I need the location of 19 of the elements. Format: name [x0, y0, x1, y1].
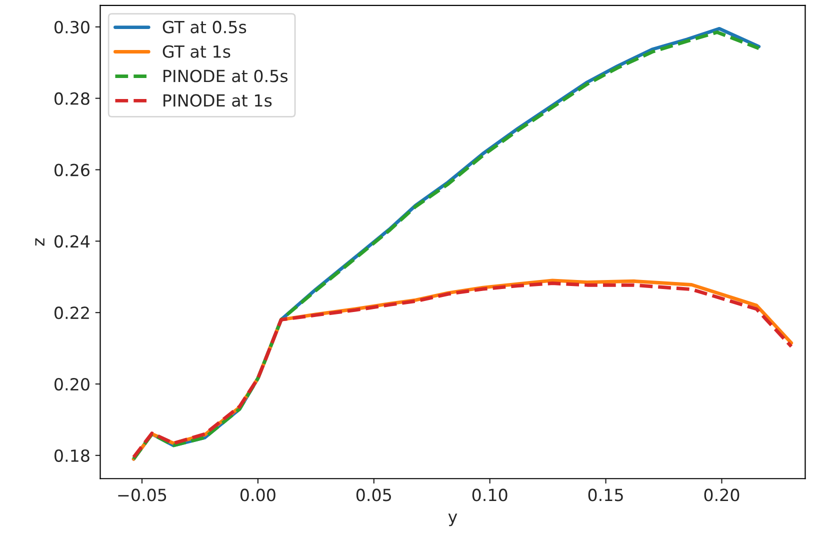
x-tick-label: −0.05 — [118, 488, 166, 502]
y-tick-label: 0.18 — [54, 449, 90, 462]
x-tick-label: 0.05 — [356, 488, 391, 502]
x-tick-label: 0.15 — [588, 488, 623, 502]
y-axis-title: z — [35, 238, 44, 246]
y-tick-label: 0.30 — [54, 20, 90, 34]
legend-label: GT at 1s — [162, 45, 230, 58]
x-axis-title: y — [448, 514, 458, 526]
y-tick-label: 0.26 — [54, 164, 90, 176]
legend-label: GT at 0.5s — [162, 20, 246, 34]
x-tick-label: 0.20 — [704, 488, 740, 502]
x-tick-label: 0.10 — [472, 488, 508, 502]
y-tick-label: 0.20 — [54, 378, 90, 391]
legend-label: PINODE at 1s — [164, 94, 272, 107]
x-tick-label: 0.00 — [240, 488, 276, 502]
legend-label: PINODE at 0.5s — [164, 70, 288, 82]
y-tick-label: 0.28 — [54, 92, 90, 105]
y-tick-label: 0.22 — [54, 306, 89, 320]
y-tick-label: 0.24 — [54, 235, 90, 248]
